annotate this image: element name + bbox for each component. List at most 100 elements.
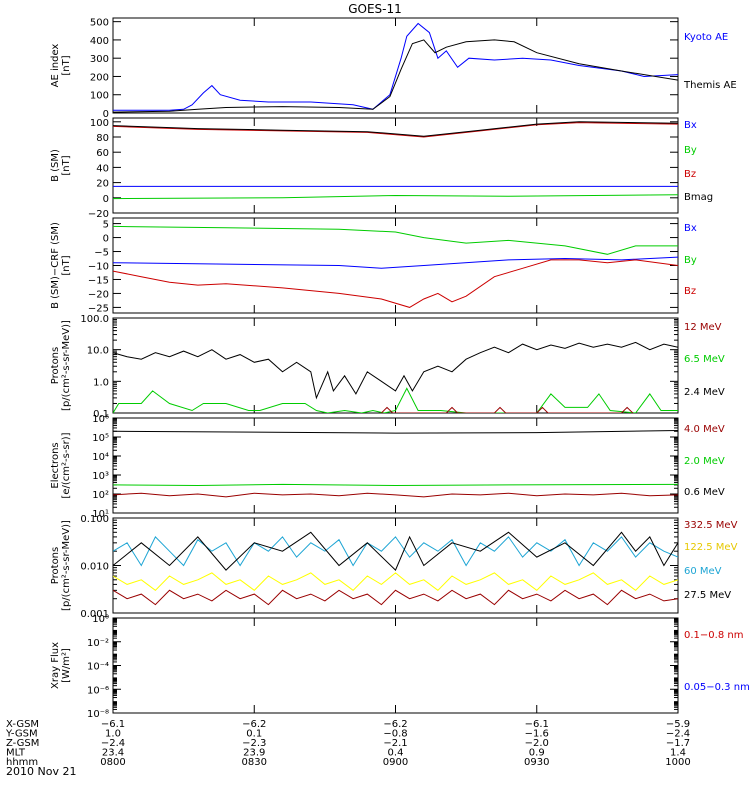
y-tick-label: 0 — [103, 109, 109, 120]
x-tick-value: 0.1 — [246, 729, 262, 740]
y-axis-label: Protons — [50, 347, 61, 384]
x-tick-value: 0.9 — [529, 748, 545, 759]
y-tick-label: −15 — [88, 275, 109, 286]
y-tick-label: 5 — [103, 220, 109, 231]
y-tick-label: 0 — [103, 194, 109, 205]
x-row-label: MLT — [6, 748, 26, 759]
date-label: 2010 Nov 21 — [6, 765, 76, 778]
x-tick-value: −6.1 — [101, 719, 125, 730]
x-tick-value: −2.3 — [242, 738, 266, 749]
y-tick-label: 0.1 — [93, 409, 109, 420]
series-line — [113, 483, 678, 487]
series-line — [113, 572, 678, 591]
x-row-label: X-GSM — [6, 719, 39, 730]
panel-4: 0.1 1.0 10.0 100.0 Protons [p/(cm²-s-sr-MeV)]… — [50, 314, 725, 420]
x-tick-value: 0.4 — [388, 748, 404, 759]
panel-1: 0 100 200 300 400 500 AE index [nT] Kyoto AE Them… — [50, 17, 737, 120]
series-line — [113, 39, 678, 113]
y-axis-label: [e/(cm²-s-sr)] — [61, 432, 72, 498]
x-row-label: Z-GSM — [6, 738, 39, 749]
y-tick-label: 1.0 — [93, 377, 109, 388]
y-tick-label: 100 — [90, 91, 109, 102]
x-axis-labels: X-GSMY-GSMZ-GSMMLThhmm−6.11.0−2.423.4080… — [5, 719, 691, 768]
y-tick-label: 10.0 — [87, 346, 109, 357]
x-tick-value: −1.6 — [525, 729, 549, 740]
y-axis-label: [nT] — [61, 255, 72, 275]
y-tick-label: 400 — [90, 36, 109, 47]
y-axis-label: [W/m²] — [61, 648, 72, 683]
y-tick-label: 10⁶ — [92, 414, 109, 425]
legend-entry: 0.1−0.8 nm — [684, 630, 743, 641]
series-line — [113, 387, 678, 413]
y-tick-label: 100.0 — [80, 314, 109, 325]
y-tick-label: 300 — [90, 54, 109, 65]
legend-entry: 4.0 MeV — [684, 424, 725, 435]
x-tick-value: 1000 — [665, 757, 690, 768]
y-tick-label: 10⁻² — [87, 638, 109, 649]
y-tick-label: 10⁻⁸ — [87, 709, 109, 720]
series-line — [113, 492, 678, 498]
legend-entry: Kyoto AE — [684, 32, 728, 43]
y-tick-label: −20 — [88, 209, 109, 220]
x-tick-value: −2.4 — [666, 729, 690, 740]
x-tick-value: 0830 — [242, 757, 267, 768]
x-tick-value: −0.8 — [383, 729, 407, 740]
x-tick-value: −6.2 — [242, 719, 266, 730]
legend-entry: 60 MeV — [684, 566, 722, 577]
y-tick-label: 10⁻⁶ — [87, 685, 109, 696]
y-tick-label: 0.001 — [80, 609, 109, 620]
y-tick-label: 10² — [92, 490, 109, 501]
y-axis-label: [nT] — [61, 55, 72, 75]
y-axis-label: B (SM)−CRF (SM) — [50, 222, 61, 309]
y-tick-label: 10⁵ — [92, 433, 109, 444]
y-tick-label: 500 — [90, 18, 109, 29]
y-axis-label: [nT] — [61, 155, 72, 175]
legend-entry: Bmag — [684, 192, 713, 203]
x-tick-value: −2.0 — [525, 738, 549, 749]
legend-entry: 2.0 MeV — [684, 456, 725, 467]
y-tick-label: 0 — [103, 234, 109, 245]
y-axis-label: [p/(cm²-s-sr-MeV)] — [61, 520, 72, 611]
x-tick-value: 23.4 — [102, 748, 124, 759]
y-tick-label: 0.100 — [80, 514, 109, 525]
legend-entry: 332.5 MeV — [684, 520, 738, 531]
figure-title: GOES-11 — [348, 2, 402, 16]
series-line — [113, 259, 678, 308]
x-tick-value: 0800 — [100, 757, 125, 768]
series-line — [113, 194, 678, 200]
y-tick-label: 20 — [96, 179, 109, 190]
panel-3: −25 −20 −15 −10 −5 0 5 B (SM)−CRF (SM) [nT] Bx By B… — [50, 217, 697, 314]
legend-entry: 12 MeV — [684, 322, 722, 333]
y-tick-label: 80 — [96, 133, 109, 144]
y-axis-label: Electrons — [50, 442, 61, 488]
legend-entry: Bx — [684, 120, 697, 131]
y-tick-label: 100 — [90, 118, 109, 129]
y-tick-label: 10⁴ — [92, 452, 109, 463]
x-tick-value: 1.0 — [105, 729, 121, 740]
x-tick-value: 0930 — [524, 757, 549, 768]
y-tick-label: 10¹ — [92, 509, 109, 520]
series-line — [113, 589, 678, 606]
series-line — [113, 121, 678, 137]
y-tick-label: 40 — [96, 163, 109, 174]
legend-entry: 122.5 MeV — [684, 542, 738, 553]
panel-7: 10⁻⁸ 10⁻⁶ 10⁻⁴ 10⁻² 10⁰ Xray Flux [W/m²] 0.1−0.… — [50, 614, 750, 720]
legend-entry: 6.5 MeV — [684, 354, 725, 365]
x-tick-value: 23.9 — [243, 748, 265, 759]
legend-entry: 27.5 MeV — [684, 590, 731, 601]
series-line — [113, 122, 678, 138]
x-tick-value: −6.2 — [383, 719, 407, 730]
x-tick-value: −5.9 — [666, 719, 690, 730]
x-row-label: hhmm — [6, 757, 38, 768]
y-axis-label: Protons — [50, 547, 61, 584]
legend-entry: Bx — [684, 223, 697, 234]
y-axis-label: Xray Flux — [50, 642, 61, 689]
legend-entry: 2.4 MeV — [684, 387, 725, 398]
x-tick-value: −2.4 — [101, 738, 125, 749]
x-tick-value: −6.1 — [525, 719, 549, 730]
legend-entry: By — [684, 255, 697, 266]
y-tick-label: 0.010 — [80, 562, 109, 573]
series-line — [113, 531, 678, 571]
